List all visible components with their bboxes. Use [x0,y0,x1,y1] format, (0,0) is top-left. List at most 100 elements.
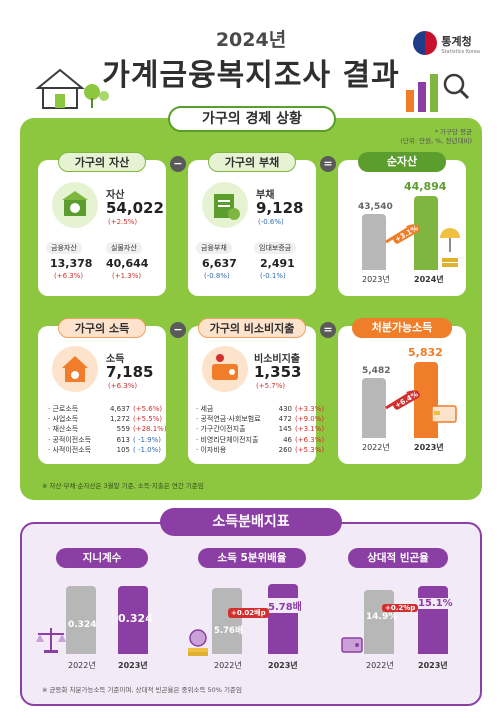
income-item-row: · 근로소득 4,637 (+5.6%) [48,404,167,414]
nonconsumption-item-name: · 가구간이전지출 [196,425,246,434]
nonconsumption-item-value: 430 [278,405,292,413]
nonconsumption-card [188,326,316,464]
income-item-value: 4,637 [109,405,130,413]
financial-assets-label: 금융자산 [46,242,82,254]
income-item-change: (+5.5%) [133,415,163,424]
debt-tag: 가구의 부채 [208,152,296,172]
income-item-name: · 재산소득 [48,425,79,434]
quintile-change: +0.02배p [228,608,269,618]
net-assets-card [338,160,466,296]
nonconsumption-item-value: 145 [278,425,292,434]
nonconsumption-item-row: · 가구간이전지출 145 (+3.1%) [196,424,324,434]
income-item-name: · 공적이전소득 [48,435,92,444]
income-item-row: · 재산소득 559 (+28.1%) [48,424,167,434]
debt-icon [202,182,248,228]
income-item-name: · 근로소득 [48,405,79,413]
quintile-curr-bar [268,584,298,654]
umbrella-coins-icon [440,228,460,267]
income-tag: 가구의 소득 [58,318,146,338]
debt-label: 부채 [256,190,275,201]
nonconsumption-item-row: · 이자비용 260 (+5.3%) [196,445,324,455]
disposable-curr-value: 5,832 [408,346,443,359]
distribution-footnote: ※ 균등화 처분가능소득 기준이며, 상대적 빈곤율은 중위소득 50% 기준임 [42,686,242,694]
quintile-prev-bar [212,588,242,654]
report-year: 2024년 [215,29,287,51]
deposit-label: 임대보증금 [254,242,297,254]
poverty-tag: 상대적 빈곤율 [348,548,448,568]
gini-curr-bar [118,586,148,654]
income-label: 소득 [106,354,125,365]
income-item-change: (+5.6%) [133,405,163,413]
distribution-banner: 소득분배지표 [160,508,342,536]
nonconsumption-change: (+5.7%) [256,382,286,390]
quintile-curr-year: 2023년 [268,661,298,670]
debt-value: 9,128 [256,199,304,217]
nonconsumption-item-name: · 공적연금·사회보험료 [196,415,261,424]
income-item-name: · 사적이전소득 [48,445,92,454]
income-item-change: (+28.1%) [133,425,167,434]
equals-operator-icon-2: = [320,322,336,338]
disposable-prev-bar [362,378,386,438]
assets-label: 자산 [106,190,125,201]
logo-text: 통계청 [441,35,472,48]
gini-curr-year: 2023년 [118,661,148,670]
poverty-prev-value: 14.9% [366,612,398,622]
unit-note-1: * 가구당 평균 [434,128,472,136]
nonconsumption-tag: 가구의 비소비지출 [198,318,306,338]
gini-prev-bar [66,586,96,654]
financial-debt-label: 금융부채 [196,242,232,254]
assets-icon [52,182,98,228]
quintile-prev-year: 2022년 [214,661,242,670]
scale-icon [36,628,66,653]
minus-operator-icon: − [170,156,186,172]
income-item-row: · 공적이전소득 613( -1.9%) [48,435,167,445]
disposable-prev-year: 2022년 [362,443,390,452]
nonconsumption-item-value: 46 [283,435,292,444]
wallet-icon [202,346,248,392]
nonconsumption-breakdown-list: · 세금 430 (+3.3%) · 공적연금·사회보험료 472 (+9.0%) · 가구… [196,404,324,455]
taegeuk-icon [413,30,438,55]
nonconsumption-item-change: (+9.0%) [295,415,325,424]
income-item-row: · 사업소득 1,272 (+5.5%) [48,414,167,424]
net-curr-year: 2024년 [414,275,444,284]
nonconsumption-item-row: · 비영리단체이전지출 46 (+6.3%) [196,435,324,445]
coin-stack-icon [188,629,208,656]
income-card [38,326,166,464]
net-curr-bar [414,196,438,270]
assets-value: 54,022 [106,199,164,217]
income-item-change: ( -1.0%) [133,445,161,454]
assets-change: (+2.5%) [108,218,138,226]
nonconsumption-value: 1,353 [254,363,302,381]
unit-note: * 가구당 평균 (단위: 만원, %, 전년대비) [400,128,472,146]
real-assets-label: 실물자산 [106,242,142,254]
financial-debt-value: 6,637 [202,257,237,270]
income-item-row: · 사적이전소득 105( -1.0%) [48,445,167,455]
economy-footnote: ※ 자산·부채·순자산은 3월말 기준, 소득·지출은 연간 기준임 [42,482,204,490]
net-prev-bar [362,214,386,270]
page-title: 가계금융복지조사 결과 [102,58,400,93]
gini-prev-value: 0.324 [68,620,97,630]
nonconsumption-item-name: · 세금 [196,405,214,413]
net-curr-value: 44,894 [404,180,447,193]
poverty-curr-year: 2023년 [418,661,448,670]
income-item-value: 105 [116,445,130,454]
poverty-prev-year: 2022년 [366,661,394,670]
nonconsumption-item-change: (+3.1%) [295,425,325,434]
nonconsumption-item-value: 260 [278,445,292,454]
income-value: 7,185 [106,363,154,381]
card-hand-icon [431,405,457,423]
poverty-curr-bar [418,586,448,654]
assets-tag: 가구의 자산 [58,152,146,172]
nonconsumption-item-name: · 비영리단체이전지출 [196,435,259,444]
quintile-prev-value: 5.76배 [214,626,243,636]
real-assets-value: 40,644 [106,257,149,270]
statistics-korea-logo: 통계청 Statistics Korea [413,30,480,55]
income-change: (+6.3%) [108,382,138,390]
nonconsumption-item-name: · 이자비용 [196,445,227,454]
gini-tag: 지니계수 [56,548,148,568]
logo-sub: Statistics Korea [441,49,480,55]
deposit-change: (-0.1%) [260,272,286,280]
disposable-curr-year: 2023년 [414,443,444,452]
net-prev-year: 2023년 [362,275,390,284]
nonconsumption-label: 비소비지출 [254,354,300,365]
